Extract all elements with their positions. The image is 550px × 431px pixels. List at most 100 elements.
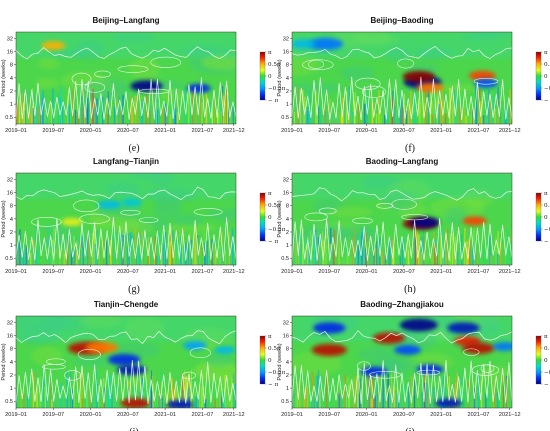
x-tick-label: 2021–07: [192, 412, 214, 418]
y-tick-label: 0.5: [281, 399, 289, 405]
colorbar: [259, 51, 266, 101]
significance-contour: [397, 58, 415, 69]
phase-feature: [107, 353, 141, 366]
chart-panel: Tianjin–Chengde 32 16 8 4 2 1 0.5 Period (weeks)…: [1, 300, 286, 431]
x-tick-label: 2021–12: [223, 412, 245, 418]
significance-contour: [73, 199, 100, 213]
x-tick-label: 2021–12: [499, 128, 521, 134]
y-tick-label: 4: [10, 76, 13, 82]
y-tick-label: 8: [10, 347, 13, 353]
panel-label: (h): [404, 284, 416, 295]
y-axis-label: Period (weeks): [277, 200, 283, 237]
x-tick-label: 2019–07: [42, 269, 64, 275]
y-tick-label: 4: [10, 217, 13, 223]
significance-contour: [138, 88, 170, 94]
x-tick-label: 2021–07: [468, 269, 490, 275]
significance-contour: [368, 371, 402, 379]
significance-contour: [94, 70, 111, 78]
y-axis-label: Period (weeks): [277, 343, 283, 380]
significance-contour: [292, 76, 512, 121]
significance-contour: [16, 46, 236, 60]
significance-contour: [16, 217, 236, 262]
x-tick-label: 2020–07: [117, 412, 139, 418]
significance-contour: [463, 348, 480, 356]
panel-title: Baoding–Zhangjiakou: [360, 300, 444, 309]
colorbar: [535, 335, 542, 385]
chart-panel: Beijing–Langfang 32 16 8 4 2 1 0.5 Period (weeks…: [1, 16, 286, 154]
significance-contour: [150, 56, 182, 68]
phase-feature: [360, 366, 388, 377]
x-tick-label: 2019–01: [5, 269, 27, 275]
colorbar-tick-label: π: [544, 191, 548, 197]
x-tick-label: 2021–12: [223, 269, 245, 275]
colorbar-tick-label: − π: [544, 239, 550, 245]
colorbar-tick-label: 0.5π: [268, 346, 281, 352]
colorbar-tick-label: −0.5π: [544, 227, 550, 233]
x-tick-label: 2021–01: [430, 269, 452, 275]
colorbar-tick-label: 0: [544, 215, 548, 221]
y-tick-label: 1: [286, 102, 289, 108]
significance-contour: [71, 72, 92, 86]
y-tick-label: 8: [10, 63, 13, 69]
phase-feature: [120, 198, 143, 207]
chart-panel: Beijing–Baoding 32 16 8 4 2 1 0.5 Period (weeks)…: [277, 16, 550, 154]
significance-contour: [352, 217, 373, 225]
colorbar-tick-label: π: [544, 334, 548, 340]
y-tick-label: 4: [286, 217, 289, 223]
x-tick-label: 2019–07: [42, 128, 64, 134]
x-tick-label: 2019–01: [281, 128, 303, 134]
colorbar-tick-label: − π: [268, 98, 278, 104]
colorbar-tick-label: 0.5π: [544, 203, 550, 209]
y-tick-label: 8: [10, 204, 13, 210]
colorbar: [535, 192, 542, 242]
x-tick-label: 2019–01: [5, 412, 27, 418]
y-tick-label: 16: [283, 191, 289, 197]
significance-contour: [376, 203, 394, 209]
y-tick-label: 4: [10, 360, 13, 366]
x-tick-label: 2020–01: [80, 269, 102, 275]
phase-feature: [313, 322, 346, 334]
phase-feature: [394, 345, 421, 355]
phase-feature: [416, 364, 444, 375]
y-tick-label: 32: [7, 177, 13, 183]
colorbar-tick-label: − π: [544, 382, 550, 388]
colorbar-tick-label: 0.5π: [544, 62, 550, 68]
significance-contour: [79, 213, 110, 224]
y-tick-label: 0.5: [5, 399, 13, 405]
colorbar-tick-label: −0.5π: [268, 370, 286, 376]
phase-feature: [85, 341, 118, 354]
y-axis-label: Period (weeks): [1, 200, 7, 237]
colorbar-tick-label: −0.5π: [268, 86, 286, 92]
panel-title: Beijing–Langfang: [92, 16, 159, 25]
panel-label: (j): [405, 427, 414, 431]
phase-feature: [473, 78, 498, 88]
phase-feature: [97, 200, 122, 210]
phase-feature: [307, 37, 344, 51]
significance-contour: [84, 82, 106, 93]
significance-contour: [117, 65, 149, 73]
x-tick-label: 2020–07: [393, 269, 415, 275]
phase-feature: [214, 345, 236, 355]
y-tick-label: 4: [286, 360, 289, 366]
significance-contour: [292, 187, 512, 202]
colorbar-tick-label: −0.5π: [268, 227, 286, 233]
y-tick-label: 16: [7, 334, 13, 340]
significance-contour: [292, 217, 512, 261]
significance-contour: [416, 369, 441, 376]
x-tick-label: 2021–01: [430, 412, 452, 418]
phase-feature: [292, 39, 316, 49]
phase-feature: [462, 342, 495, 354]
y-axis-label: Period (weeks): [1, 59, 7, 96]
y-tick-label: 2: [10, 230, 13, 236]
colorbar-tick-label: 0: [268, 74, 272, 80]
y-axis-label: Period (weeks): [1, 343, 7, 380]
y-tick-label: 32: [283, 320, 289, 326]
y-tick-label: 16: [283, 50, 289, 56]
y-tick-label: 8: [286, 204, 289, 210]
phase-feature: [166, 399, 194, 408]
significance-contour: [480, 364, 495, 373]
x-tick-label: 2020–07: [117, 128, 139, 134]
x-tick-label: 2020–01: [356, 269, 378, 275]
x-tick-label: 2021–12: [499, 412, 521, 418]
y-tick-label: 16: [283, 334, 289, 340]
